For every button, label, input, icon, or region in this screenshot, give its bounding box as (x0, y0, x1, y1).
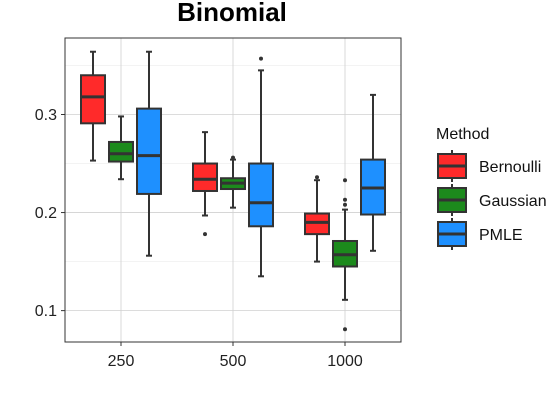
outlier-point (343, 197, 347, 202)
box-pmle-1000 (360, 93, 386, 252)
box-iqr (192, 162, 218, 192)
outlier-point (203, 232, 207, 237)
legend-item-bernoulli: Bernoulli (437, 150, 541, 182)
box-bernoulli-500 (192, 131, 218, 237)
x-tick-label: 1000 (327, 353, 363, 370)
legend-item-gaussian: Gaussian (437, 184, 547, 216)
outlier-point (343, 202, 347, 207)
x-tick-label: 250 (108, 353, 135, 370)
legend-title: Method (436, 126, 489, 143)
box-pmle-500 (248, 56, 274, 278)
box-iqr (248, 162, 274, 228)
outlier-point (343, 178, 347, 183)
box-iqr (108, 140, 134, 163)
outlier-point (231, 155, 235, 160)
y-tick-label: 0.1 (35, 303, 57, 320)
box-bernoulli-250 (80, 50, 106, 162)
plot-area: 0.1 0.2 0.3 250 500 1000 (35, 37, 402, 370)
outlier-point (315, 175, 319, 180)
box-pmle-250 (136, 50, 162, 257)
y-tick-label: 0.2 (35, 205, 57, 222)
chart-title: Binomial (177, 0, 287, 27)
legend-label: Gaussian (479, 193, 547, 210)
legend-item-pmle: PMLE (437, 218, 523, 250)
outlier-point (259, 56, 263, 61)
legend-label: Bernoulli (479, 159, 541, 176)
box-gaussian-250 (108, 115, 134, 181)
legend: Method Bernoulli Gaussian PMLE (436, 126, 547, 250)
box-gaussian-500 (220, 155, 246, 209)
outlier-point (343, 327, 347, 332)
plot-border (64, 37, 402, 343)
legend-label: PMLE (479, 227, 523, 244)
box-iqr (136, 107, 162, 195)
y-tick-label: 0.3 (35, 107, 57, 124)
box-iqr (80, 74, 106, 125)
x-tick-label: 500 (220, 353, 247, 370)
box-gaussian-1000 (332, 178, 358, 332)
box-bernoulli-1000 (304, 175, 330, 263)
